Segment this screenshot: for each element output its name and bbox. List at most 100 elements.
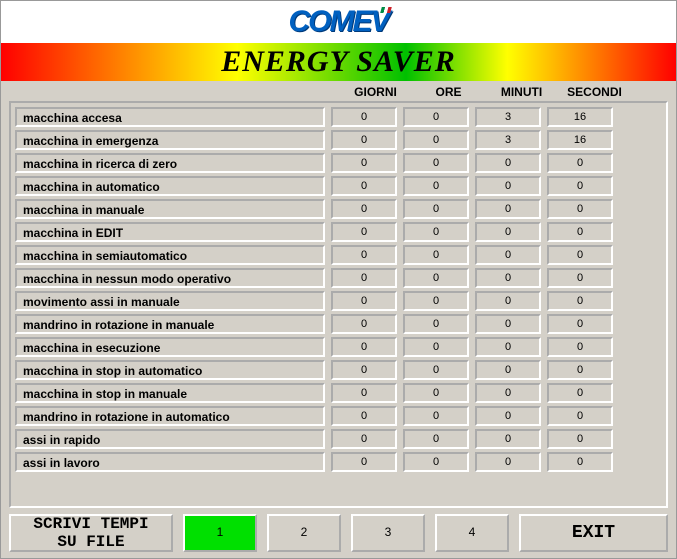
- table-row: macchina in semiautomatico0000: [15, 245, 662, 265]
- table-row: macchina in emergenza00316: [15, 130, 662, 150]
- cell-secondi: 0: [547, 176, 613, 196]
- cell-minuti: 3: [475, 107, 541, 127]
- cell-ore: 0: [403, 222, 469, 242]
- table-row: macchina in stop in manuale0000: [15, 383, 662, 403]
- page-4-button[interactable]: 4: [435, 514, 509, 552]
- cell-ore: 0: [403, 314, 469, 334]
- cell-minuti: 0: [475, 199, 541, 219]
- cell-secondi: 0: [547, 222, 613, 242]
- scroll-wrapper: macchina accesa00316macchina in emergenz…: [1, 101, 676, 508]
- cell-minuti: 0: [475, 268, 541, 288]
- cell-ore: 0: [403, 337, 469, 357]
- cell-ore: 0: [403, 429, 469, 449]
- title-bar: ENERGY SAVER: [1, 43, 676, 81]
- cell-secondi: 0: [547, 268, 613, 288]
- cell-ore: 0: [403, 245, 469, 265]
- cell-ore: 0: [403, 406, 469, 426]
- cell-giorni: 0: [331, 245, 397, 265]
- cell-minuti: 0: [475, 383, 541, 403]
- cell-minuti: 3: [475, 130, 541, 150]
- cell-giorni: 0: [331, 291, 397, 311]
- cell-secondi: 16: [547, 107, 613, 127]
- cell-ore: 0: [403, 360, 469, 380]
- cell-giorni: 0: [331, 130, 397, 150]
- cell-giorni: 0: [331, 176, 397, 196]
- cell-minuti: 0: [475, 153, 541, 173]
- row-label: macchina in esecuzione: [15, 337, 325, 357]
- row-label: mandrino in rotazione in manuale: [15, 314, 325, 334]
- row-label: mandrino in rotazione in automatico: [15, 406, 325, 426]
- row-label: macchina in manuale: [15, 199, 325, 219]
- cell-ore: 0: [403, 130, 469, 150]
- page-title: ENERGY SAVER: [221, 45, 456, 79]
- cell-secondi: 0: [547, 199, 613, 219]
- cell-minuti: 0: [475, 222, 541, 242]
- row-label: macchina in semiautomatico: [15, 245, 325, 265]
- cell-minuti: 0: [475, 337, 541, 357]
- cell-secondi: 0: [547, 452, 613, 472]
- table-row: macchina in EDIT0000: [15, 222, 662, 242]
- logo-text: COMEV: [288, 5, 388, 38]
- row-label: macchina in emergenza: [15, 130, 325, 150]
- table-row: macchina in nessun modo operativo0000: [15, 268, 662, 288]
- table-row: macchina in manuale0000: [15, 199, 662, 219]
- cell-giorni: 0: [331, 314, 397, 334]
- cell-secondi: 0: [547, 245, 613, 265]
- cell-giorni: 0: [331, 452, 397, 472]
- cell-secondi: 0: [547, 337, 613, 357]
- table-row: macchina in ricerca di zero0000: [15, 153, 662, 173]
- cell-ore: 0: [403, 291, 469, 311]
- data-scroll-pane[interactable]: macchina accesa00316macchina in emergenz…: [9, 101, 668, 508]
- cell-giorni: 0: [331, 107, 397, 127]
- cell-minuti: 0: [475, 176, 541, 196]
- cell-minuti: 0: [475, 360, 541, 380]
- cell-secondi: 0: [547, 314, 613, 334]
- table-row: macchina in automatico0000: [15, 176, 662, 196]
- row-label: macchina in stop in manuale: [15, 383, 325, 403]
- cell-minuti: 0: [475, 406, 541, 426]
- cell-secondi: 0: [547, 383, 613, 403]
- cell-secondi: 0: [547, 153, 613, 173]
- footer-bar: SCRIVI TEMPI SU FILE 1 2 3 4 EXIT: [1, 508, 676, 558]
- cell-giorni: 0: [331, 153, 397, 173]
- cell-secondi: 0: [547, 406, 613, 426]
- table-row: macchina in stop in automatico0000: [15, 360, 662, 380]
- col-header-secondi: SECONDI: [558, 85, 631, 99]
- row-label: macchina in nessun modo operativo: [15, 268, 325, 288]
- exit-button[interactable]: EXIT: [519, 514, 668, 552]
- page-1-button[interactable]: 1: [183, 514, 257, 552]
- cell-minuti: 0: [475, 314, 541, 334]
- row-label: macchina in automatico: [15, 176, 325, 196]
- cell-minuti: 0: [475, 429, 541, 449]
- cell-minuti: 0: [475, 291, 541, 311]
- cell-ore: 0: [403, 176, 469, 196]
- cell-giorni: 0: [331, 429, 397, 449]
- logo: COMEV: [288, 5, 388, 39]
- table-row: mandrino in rotazione in manuale0000: [15, 314, 662, 334]
- cell-minuti: 0: [475, 452, 541, 472]
- table-row: movimento assi in manuale0000: [15, 291, 662, 311]
- row-label: assi in lavoro: [15, 452, 325, 472]
- cell-ore: 0: [403, 199, 469, 219]
- table-row: assi in rapido0000: [15, 429, 662, 449]
- cell-ore: 0: [403, 107, 469, 127]
- write-times-to-file-button[interactable]: SCRIVI TEMPI SU FILE: [9, 514, 173, 552]
- logo-area: COMEV: [1, 1, 676, 43]
- cell-minuti: 0: [475, 245, 541, 265]
- row-label: macchina accesa: [15, 107, 325, 127]
- row-label: macchina in stop in automatico: [15, 360, 325, 380]
- col-header-ore: ORE: [412, 85, 485, 99]
- row-label: macchina in ricerca di zero: [15, 153, 325, 173]
- col-header-giorni: GIORNI: [339, 85, 412, 99]
- column-header-row: GIORNI ORE MINUTI SECONDI: [1, 81, 676, 101]
- table-row: macchina in esecuzione0000: [15, 337, 662, 357]
- row-label: movimento assi in manuale: [15, 291, 325, 311]
- table-row: assi in lavoro0000: [15, 452, 662, 472]
- cell-ore: 0: [403, 452, 469, 472]
- cell-ore: 0: [403, 268, 469, 288]
- table-row: macchina accesa00316: [15, 107, 662, 127]
- page-2-button[interactable]: 2: [267, 514, 341, 552]
- page-3-button[interactable]: 3: [351, 514, 425, 552]
- row-label: macchina in EDIT: [15, 222, 325, 242]
- cell-ore: 0: [403, 383, 469, 403]
